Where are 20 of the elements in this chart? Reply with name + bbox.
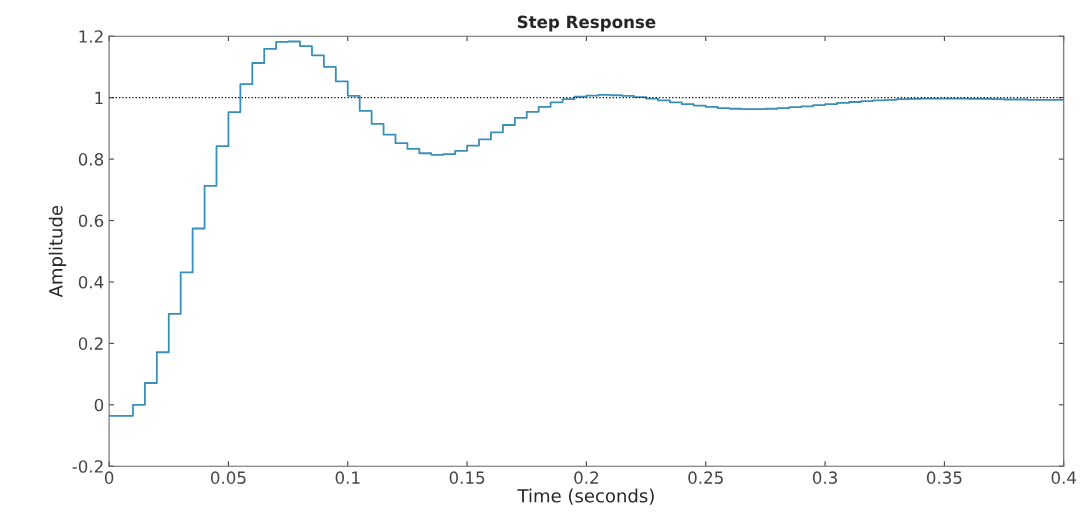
y-axis-title: Amplitude: [48, 205, 67, 298]
x-tick-label: 0.2: [574, 471, 598, 484]
x-tick-label: 0.25: [688, 471, 723, 484]
y-tick-label: 0.2: [78, 337, 103, 350]
y-tick-label: 0.4: [78, 275, 104, 289]
y-tick-label: 0: [94, 398, 104, 412]
x-tick-label: 0.35: [926, 471, 962, 484]
y-tick-label: 0.8: [78, 153, 104, 166]
y-tick-label: 1.2: [79, 30, 103, 43]
x-tick-label: 0.1: [335, 471, 360, 484]
y-tick-label: -0.2: [72, 460, 103, 473]
x-tick-label: 0.4: [1051, 471, 1077, 484]
y-tick-label: 0.6: [78, 214, 104, 228]
x-tick-label: 0.05: [210, 471, 246, 484]
y-tick-label: 1: [95, 91, 103, 105]
x-axis-title: Time (seconds): [517, 488, 654, 505]
x-tick-label: 0.3: [812, 471, 837, 484]
chart-title: Step Response: [517, 15, 656, 32]
x-tick-label: 0: [104, 471, 114, 484]
x-tick-label: 0.15: [449, 471, 485, 484]
